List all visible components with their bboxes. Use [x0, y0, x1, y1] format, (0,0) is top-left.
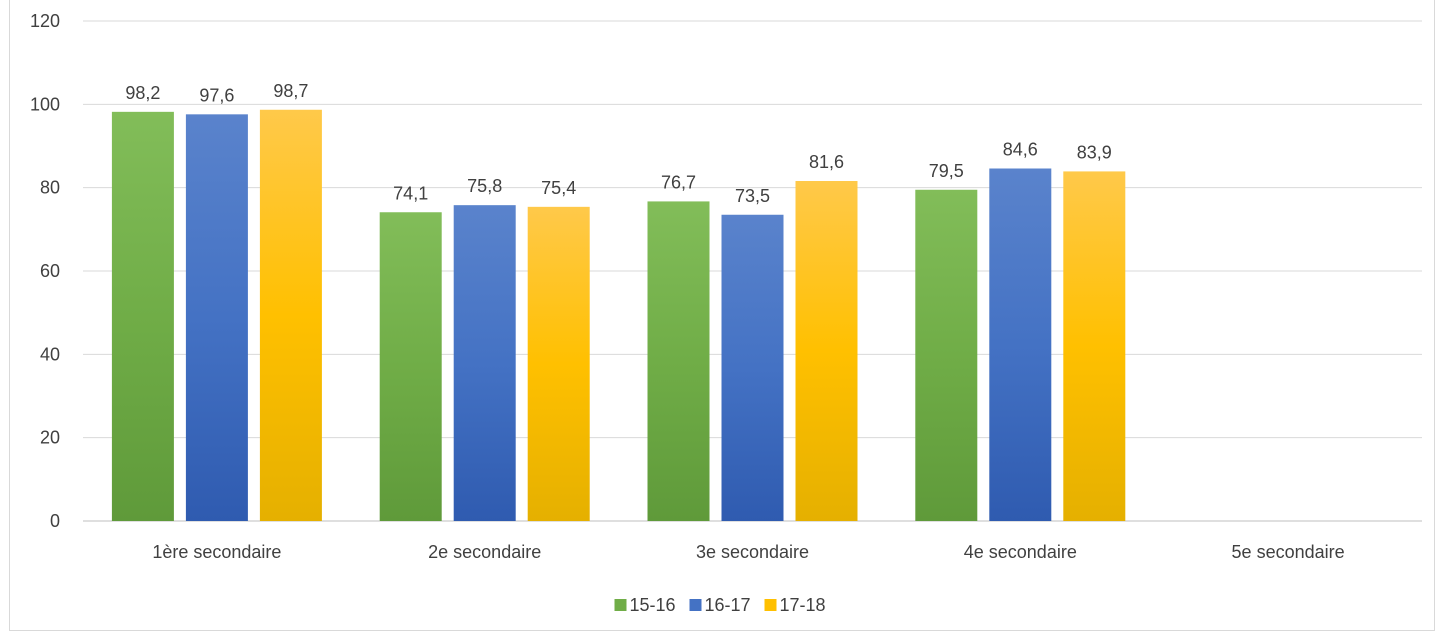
data-label: 83,9 — [1077, 142, 1112, 162]
legend-swatch — [614, 599, 627, 611]
data-label: 74,1 — [393, 183, 428, 203]
bar-15-16-4 — [915, 189, 978, 521]
bar-17-18-4 — [1063, 171, 1126, 521]
y-tick-label: 0 — [50, 511, 60, 531]
legend-swatch — [764, 599, 777, 611]
legend-item-15-16: 15-16 — [614, 595, 676, 615]
bar-16-17-2 — [453, 205, 516, 521]
y-tick-label: 80 — [40, 178, 60, 198]
bar-17-18-3 — [795, 181, 858, 521]
data-label: 75,4 — [541, 178, 576, 198]
data-label: 97,6 — [199, 85, 234, 105]
data-label: 84,6 — [1003, 140, 1038, 160]
x-category-label: 1ère secondaire — [152, 542, 281, 562]
data-label: 75,8 — [467, 176, 502, 196]
legend-label: 17-18 — [780, 595, 826, 615]
y-tick-label: 20 — [40, 428, 60, 448]
legend-label: 16-17 — [705, 595, 751, 615]
bar-17-18-2 — [527, 206, 590, 522]
bar-15-16-1 — [111, 111, 174, 521]
x-category-label: 2e secondaire — [428, 542, 541, 562]
x-category-label: 3e secondaire — [696, 542, 809, 562]
data-label: 73,5 — [735, 186, 770, 206]
x-axis-categories: 1ère secondaire 2e secondaire 3e secondair… — [152, 542, 1344, 562]
data-label: 98,7 — [273, 81, 308, 101]
legend: 15-16 16-17 17-18 — [614, 595, 826, 615]
y-tick-label: 100 — [30, 94, 60, 114]
y-tick-label: 60 — [40, 261, 60, 281]
legend-swatch — [689, 599, 702, 611]
data-label: 98,2 — [125, 83, 160, 103]
bar-17-18-1 — [259, 109, 322, 521]
data-label: 79,5 — [929, 161, 964, 181]
bar-16-17-4 — [989, 168, 1052, 521]
legend-item-17-18: 17-18 — [764, 595, 826, 615]
data-label: 76,7 — [661, 172, 696, 192]
data-labels: 98,2 97,6 98,7 74,1 75,8 75,4 76,7 73,5 81,6 79,5… — [125, 81, 1111, 206]
x-category-label: 4e secondaire — [964, 542, 1077, 562]
y-tick-label: 120 — [30, 11, 60, 31]
bar-16-17-1 — [185, 114, 248, 521]
bar-15-16-2 — [379, 212, 442, 521]
y-axis-ticks: 0 20 40 60 80 100 120 — [30, 11, 60, 531]
legend-label: 15-16 — [630, 595, 676, 615]
bars — [111, 109, 1126, 522]
legend-item-16-17: 16-17 — [689, 595, 751, 615]
data-label: 81,6 — [809, 152, 844, 172]
x-category-label: 5e secondaire — [1232, 542, 1345, 562]
bar-15-16-3 — [647, 201, 710, 521]
y-tick-label: 40 — [40, 344, 60, 364]
bar-16-17-3 — [721, 214, 784, 521]
